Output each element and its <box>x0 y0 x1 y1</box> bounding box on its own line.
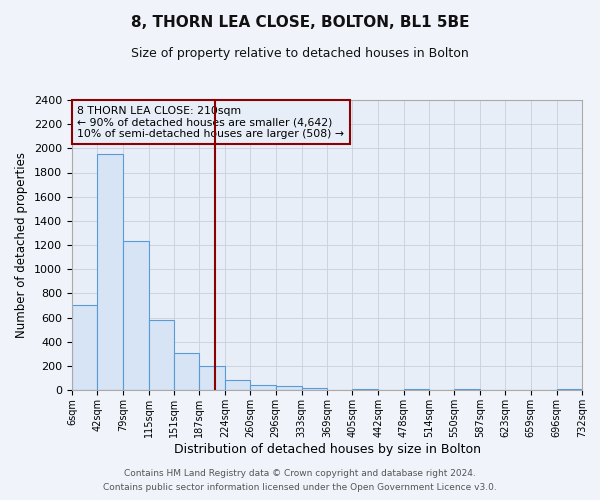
Bar <box>352 389 378 390</box>
Bar <box>225 380 250 390</box>
Text: Contains public sector information licensed under the Open Government Licence v3: Contains public sector information licen… <box>103 484 497 492</box>
Text: Size of property relative to detached houses in Bolton: Size of property relative to detached ho… <box>131 48 469 60</box>
Bar <box>302 388 327 390</box>
Bar <box>72 306 97 390</box>
Bar <box>276 386 302 390</box>
Bar <box>149 320 174 390</box>
Bar <box>97 154 123 390</box>
Text: 8, THORN LEA CLOSE, BOLTON, BL1 5BE: 8, THORN LEA CLOSE, BOLTON, BL1 5BE <box>131 15 469 30</box>
Bar <box>199 366 225 390</box>
Bar <box>250 384 276 390</box>
Bar <box>123 242 149 390</box>
Bar <box>174 353 199 390</box>
Text: Contains HM Land Registry data © Crown copyright and database right 2024.: Contains HM Land Registry data © Crown c… <box>124 468 476 477</box>
X-axis label: Distribution of detached houses by size in Bolton: Distribution of detached houses by size … <box>173 442 481 456</box>
Text: 8 THORN LEA CLOSE: 210sqm
← 90% of detached houses are smaller (4,642)
10% of se: 8 THORN LEA CLOSE: 210sqm ← 90% of detac… <box>77 106 344 139</box>
Y-axis label: Number of detached properties: Number of detached properties <box>16 152 28 338</box>
